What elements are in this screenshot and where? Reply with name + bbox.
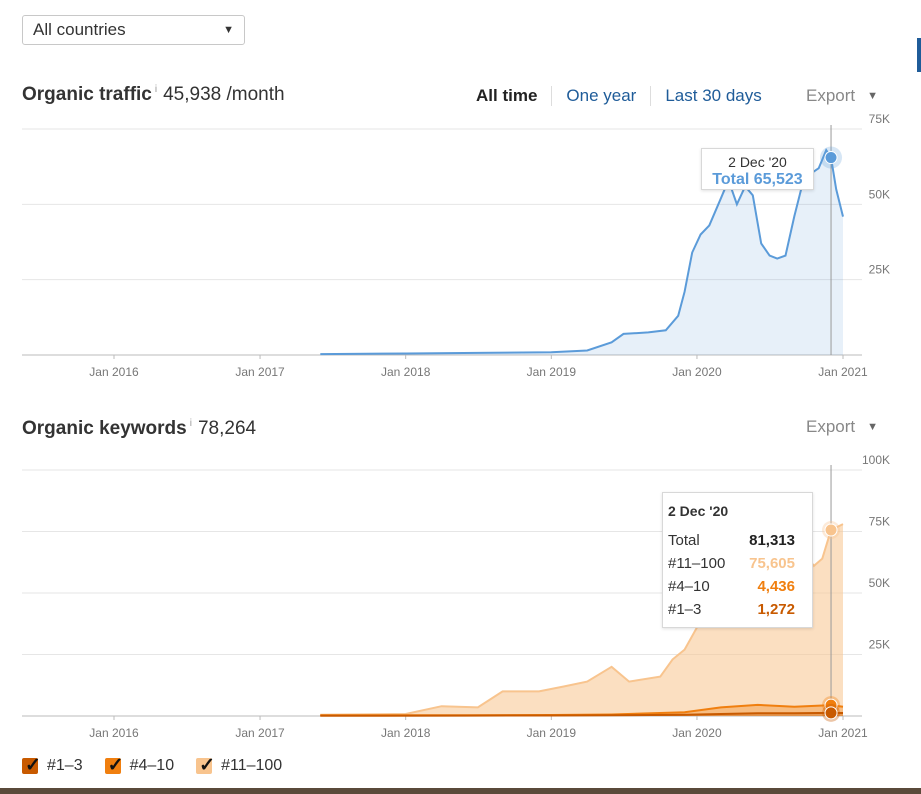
checkmark-icon: ✓ [25,755,41,776]
traffic-tooltip-date: 2 Dec '20 [728,154,787,170]
legend-checkbox[interactable]: ✓ [196,755,215,776]
export-caret-icon: ▼ [867,90,879,102]
keywords-value: 78,264 [197,418,257,439]
x-tick-label: Jan 2018 [381,365,431,379]
x-tick-label: Jan 2020 [672,726,722,740]
tooltip-row-value: 1,272 [757,601,795,618]
traffic-export-label: Export [806,86,856,105]
legend-item-11-100[interactable]: ✓ #11–100 [196,755,283,776]
keywords-area [320,524,843,716]
tooltip-row-label: #4–10 [668,578,710,595]
scroll-edge-marker [917,38,921,72]
tooltip-row-label: #11–100 [668,555,726,572]
traffic-header: Organic traffic i 45,938 /month [22,84,285,106]
traffic-tooltip-total: Total 65,523 [712,171,803,188]
checkmark-icon: ✓ [199,755,216,776]
legend-label: #4–10 [129,757,175,774]
tooltip-row-value: 4,436 [757,578,795,595]
legend-item-1-3[interactable]: ✓ #1–3 [22,755,83,776]
legend-checkbox[interactable]: ✓ [104,755,124,776]
tooltip-row-label: Total [668,532,700,549]
country-select[interactable]: All countries ▼ [22,15,245,45]
x-tick-label: Jan 2017 [235,726,285,740]
traffic-value: 45,938 /month [163,84,285,105]
keywords-legend: ✓ #1–3 ✓ #4–10 ✓ #11–100 [22,755,304,776]
legend-checkbox[interactable]: ✓ [22,755,41,776]
keywords-tooltip-date: 2 Dec '20 [668,503,729,519]
traffic-title: Organic traffic [22,84,152,105]
traffic-tooltip: 2 Dec '20 Total 65,523 [701,148,814,190]
export-caret-icon: ▼ [867,421,879,433]
tooltip-row-total: Total 81,313 [668,532,807,555]
traffic-chart[interactable]: 25K 50K 75K Jan 2016 Jan 2017 Jan 2018 Jan 201… [0,112,921,385]
dropdown-caret-icon: ▼ [223,24,234,36]
y-tick-label: 75K [869,112,890,126]
y-tick-label: 25K [869,263,890,277]
keywords-chart[interactable]: 25K 50K 75K 100K Jan 2016 Jan 2017 Jan 2018 Jan… [0,453,921,750]
time-range-tabs: All time One year Last 30 days [476,86,776,106]
hover-point [824,523,838,537]
tooltip-row-value: 81,313 [749,532,795,549]
keywords-tooltip: 2 Dec '20 Total 81,313 #11–100 75,605 #4… [662,492,813,628]
legend-label: #1–3 [47,757,83,774]
checkmark-icon: ✓ [107,755,124,776]
x-tick-label: Jan 2021 [818,365,868,379]
keywords-header: Organic keywords i 78,264 [22,418,256,440]
y-tick-label: 50K [869,187,890,201]
tooltip-row-1-3: #1–3 1,272 [668,601,807,624]
hover-point [824,706,838,720]
country-select-value: All countries [33,20,126,39]
keywords-export-button[interactable]: Export ▼ [806,417,878,437]
tooltip-row-label: #1–3 [668,601,702,618]
y-tick-label: 100K [862,453,890,467]
keywords-info-icon[interactable]: i [189,418,192,429]
y-tick-label: 75K [869,515,890,529]
keywords-line [320,711,844,717]
bottom-edge [0,788,921,794]
tab-one-year[interactable]: One year [551,86,650,106]
tooltip-row-4-10: #4–10 4,436 [668,578,807,601]
x-tick-label: Jan 2020 [672,365,722,379]
x-tick-label: Jan 2016 [89,365,139,379]
legend-label: #11–100 [221,757,283,774]
keywords-title: Organic keywords [22,418,187,439]
traffic-info-icon[interactable]: i [154,84,158,95]
tooltip-row-11-100: #11–100 75,605 [668,555,807,578]
x-tick-label: Jan 2017 [235,365,285,379]
x-tick-label: Jan 2019 [527,726,577,740]
x-tick-label: Jan 2021 [818,726,868,740]
tab-all-time[interactable]: All time [476,86,538,105]
x-tick-label: Jan 2019 [527,365,577,379]
keywords-area [320,712,843,716]
hover-point [824,151,838,165]
x-tick-label: Jan 2018 [381,726,431,740]
x-tick-label: Jan 2016 [89,726,139,740]
keywords-export-label: Export [806,417,856,436]
y-tick-label: 50K [869,576,890,590]
legend-item-4-10[interactable]: ✓ #4–10 [104,755,175,776]
tooltip-row-value: 75,605 [749,555,795,572]
y-tick-label: 25K [869,638,890,652]
traffic-area [320,150,843,355]
tab-last-30-days[interactable]: Last 30 days [650,86,775,106]
traffic-export-button[interactable]: Export ▼ [806,86,878,106]
